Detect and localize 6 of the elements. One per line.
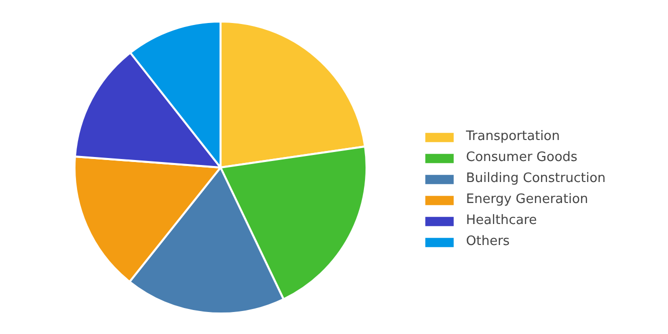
legend-label: Building Construction [466,171,606,186]
legend-label: Consumer Goods [466,150,578,165]
legend-label: Healthcare [466,213,537,228]
legend-label: Others [466,234,510,249]
legend-label: Transportation [466,129,560,144]
legend-label: Energy Generation [466,192,588,207]
